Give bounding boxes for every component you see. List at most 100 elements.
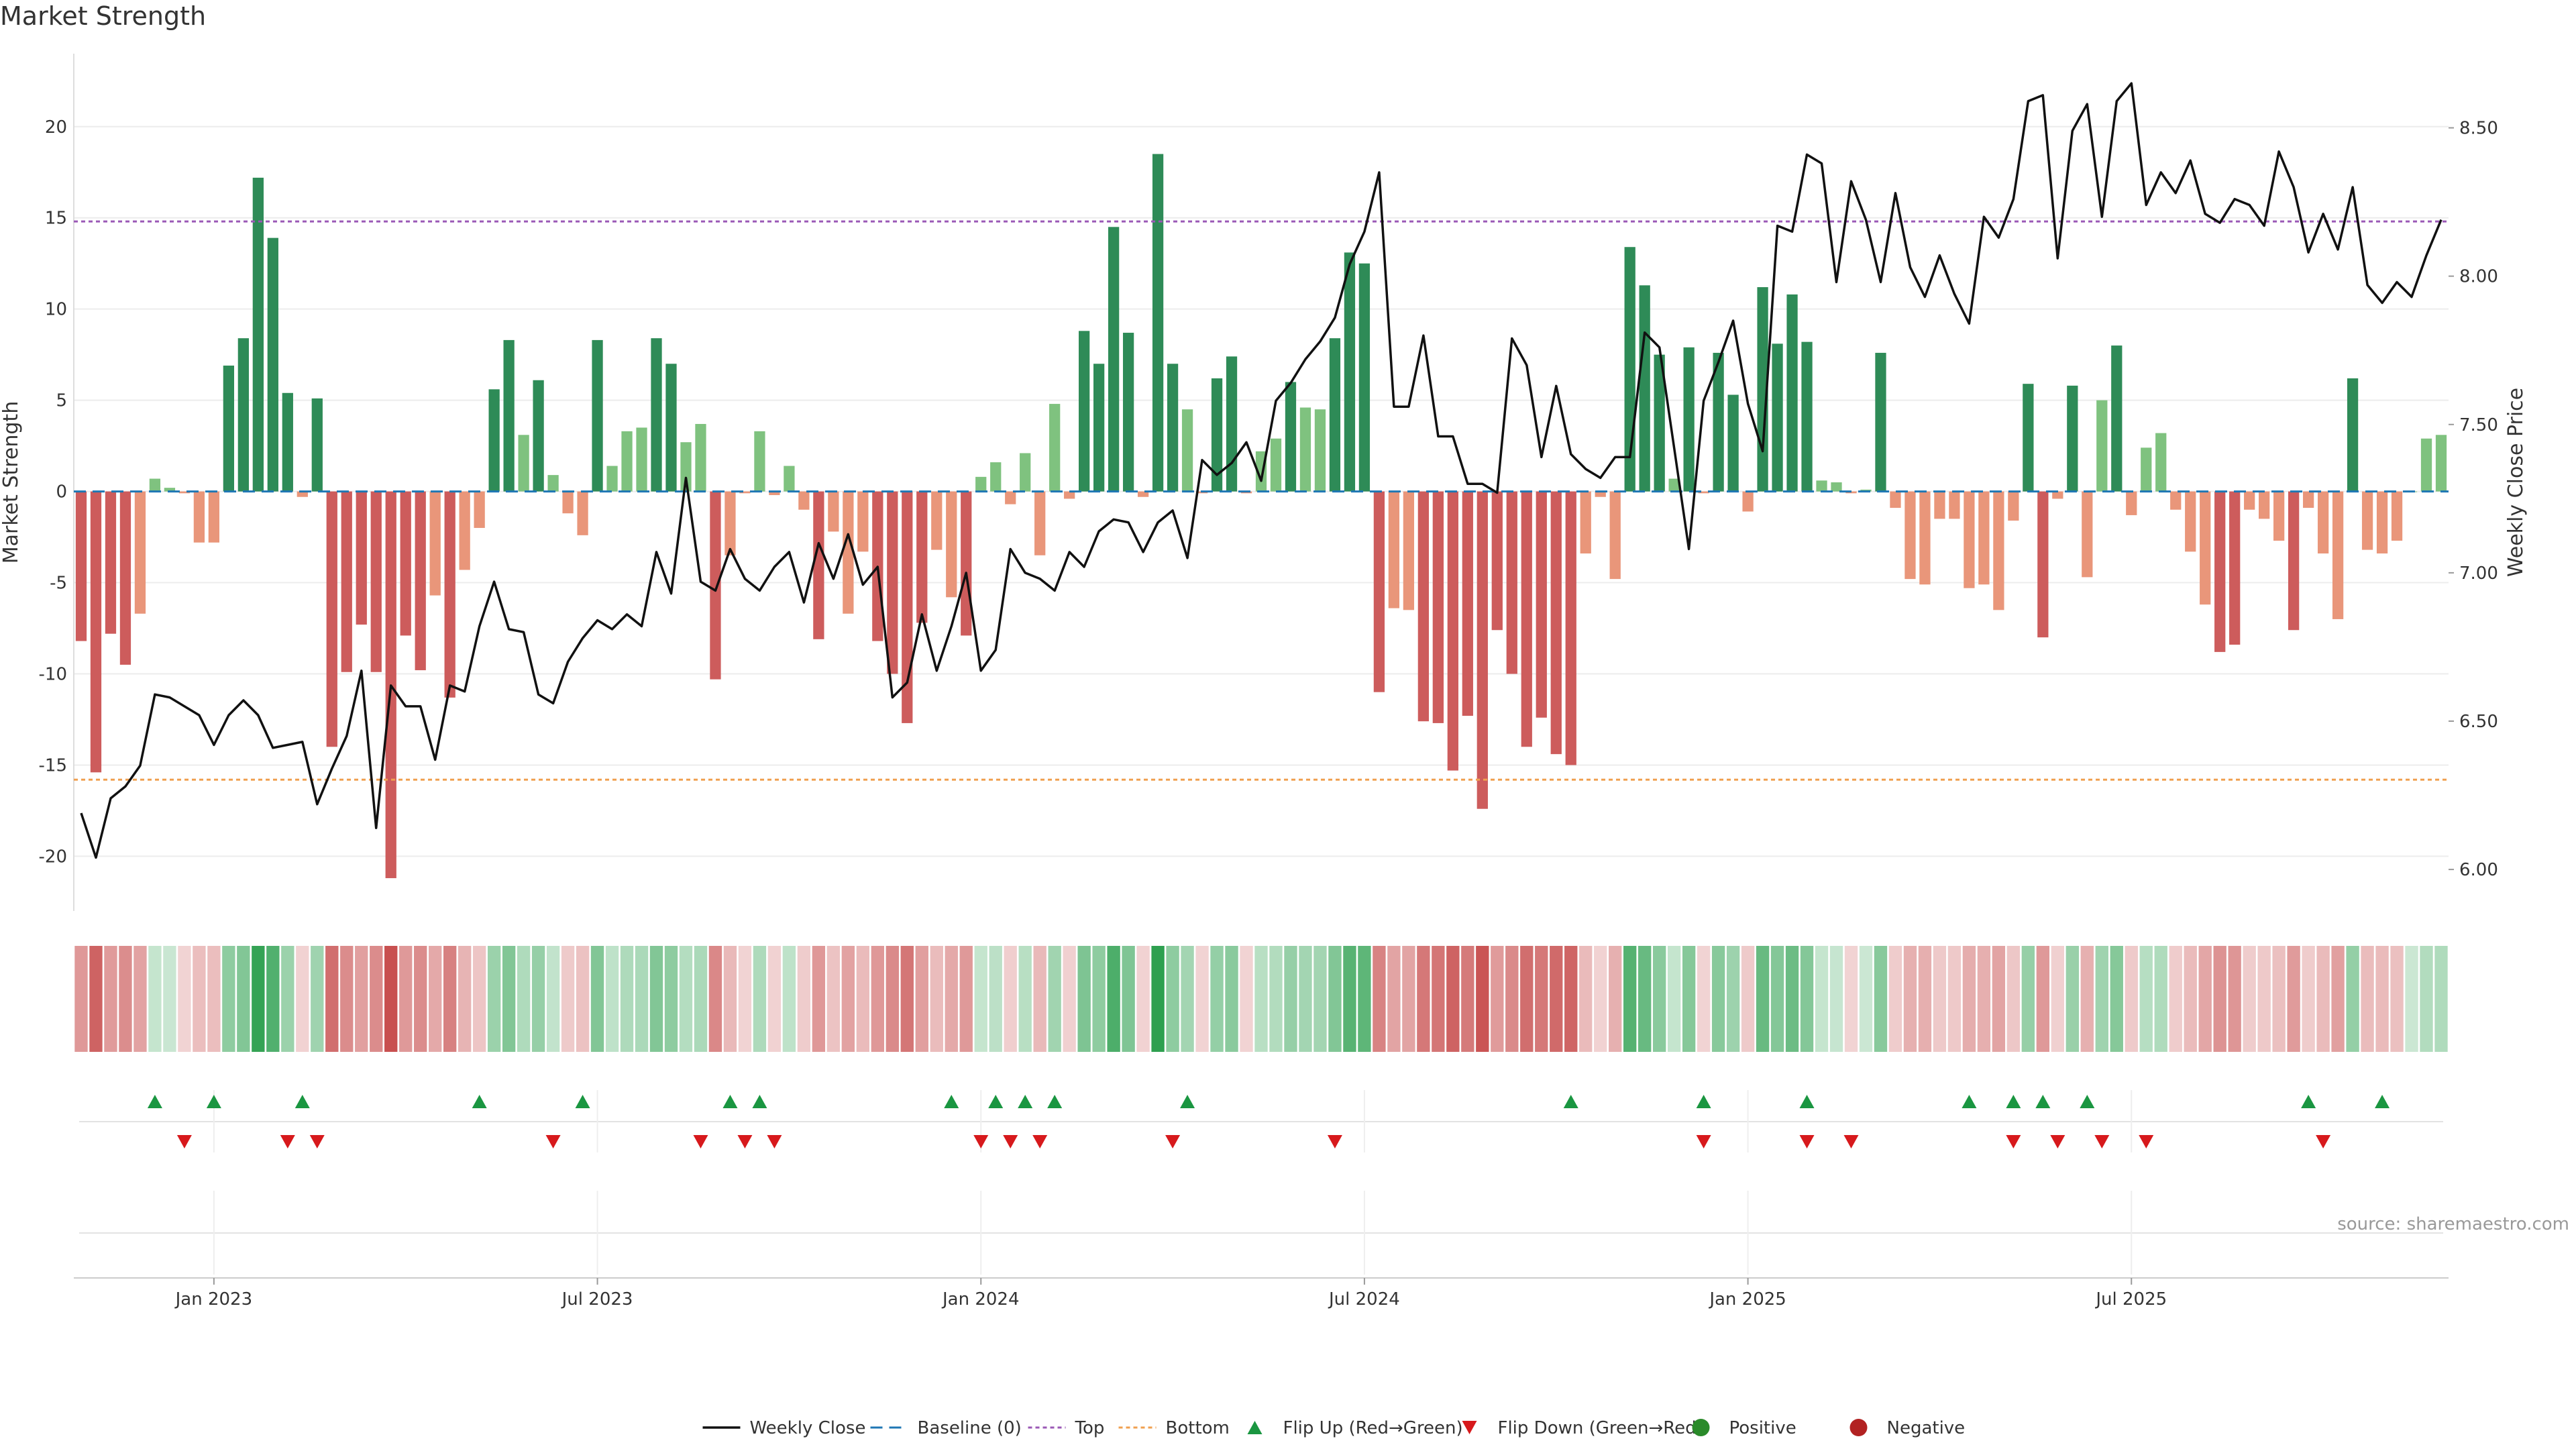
legend-label: Bottom xyxy=(1166,1418,1230,1438)
strength-bar xyxy=(2317,491,2329,554)
flip-up-marker xyxy=(752,1095,767,1108)
heat-strip-cell xyxy=(1373,946,1386,1052)
strength-bar xyxy=(1034,491,1046,555)
strength-bar xyxy=(1226,356,1238,492)
heat-strip-cell xyxy=(104,946,117,1052)
heat-strip-cell xyxy=(531,946,545,1052)
strength-bar xyxy=(1580,491,1591,554)
heat-strip-cell xyxy=(2021,946,2035,1052)
heat-strip-cell xyxy=(1225,946,1238,1052)
heat-strip-cell xyxy=(207,946,221,1052)
strength-bar xyxy=(1875,352,1886,492)
strength-bar xyxy=(813,491,824,639)
strength-bar xyxy=(297,491,308,497)
heat-strip-cell xyxy=(723,946,737,1052)
strength-bar xyxy=(311,398,323,492)
strength-bar xyxy=(1403,491,1415,610)
legend-label: Flip Up (Red→Green) xyxy=(1283,1418,1463,1438)
strength-bar xyxy=(1521,491,1532,747)
strength-bar xyxy=(429,491,441,596)
flip-down-marker xyxy=(973,1135,989,1148)
heat-strip-cell xyxy=(340,946,354,1052)
flip-down-marker xyxy=(1003,1135,1018,1148)
heat-strip-cell xyxy=(1741,946,1755,1052)
heat-strip-cell xyxy=(1491,946,1504,1052)
strength-bar xyxy=(193,491,205,543)
legend-item: Positive xyxy=(1692,1418,1796,1438)
flip-down-marker xyxy=(767,1135,782,1148)
flip-up-marker xyxy=(575,1095,590,1108)
strength-bar xyxy=(326,491,337,747)
strength-bar xyxy=(1049,404,1061,492)
flip-down-marker xyxy=(2006,1135,2021,1148)
heat-strip-cell xyxy=(1343,946,1356,1052)
strength-bar xyxy=(1211,378,1223,492)
strength-bar xyxy=(1270,438,1282,492)
strength-bar xyxy=(400,491,411,636)
heat-strip-cell xyxy=(1328,946,1342,1052)
strength-bar xyxy=(2170,491,2182,510)
heat-strip-cell xyxy=(856,946,870,1052)
heat-strip-cell xyxy=(148,946,162,1052)
heat-strip-cell xyxy=(384,946,398,1052)
heat-strip-cell xyxy=(679,946,693,1052)
strength-bar xyxy=(208,491,220,543)
flip-down-marker xyxy=(737,1135,753,1148)
strength-bar xyxy=(887,491,898,674)
y-axis-label-left: Market Strength xyxy=(0,401,23,564)
strength-bar xyxy=(2435,435,2447,492)
heat-strip-cell xyxy=(590,946,604,1052)
heat-strip-cell xyxy=(767,946,782,1052)
strength-bar xyxy=(282,392,293,492)
heat-strip-cell xyxy=(1800,946,1814,1052)
strength-bar xyxy=(828,491,839,532)
strength-bar xyxy=(223,365,235,492)
heat-strip-cell xyxy=(1859,946,1873,1052)
strength-bar xyxy=(1447,491,1458,771)
x-tick-label: Jul 2024 xyxy=(1328,1289,1400,1309)
y-tick-left: 15 xyxy=(45,209,67,229)
strength-bar xyxy=(105,491,117,634)
heat-strip-cell xyxy=(1962,946,1976,1052)
legend-item: Weekly Close xyxy=(702,1418,865,1438)
strength-bar xyxy=(1565,491,1576,765)
strength-bar xyxy=(415,491,426,671)
strength-bar xyxy=(1064,491,1075,499)
heat-strip-cell xyxy=(1077,946,1091,1052)
heat-strip-cell xyxy=(252,946,265,1052)
y-tick-left: -10 xyxy=(39,665,67,685)
flip-down-marker xyxy=(545,1135,561,1148)
heat-strip-cell xyxy=(1977,946,1991,1052)
x-tick-label: Jul 2023 xyxy=(561,1289,633,1309)
heat-strip-cell xyxy=(2228,946,2241,1052)
strength-bar xyxy=(2185,491,2196,552)
strength-bar xyxy=(1934,491,1945,519)
strength-bar xyxy=(562,491,574,514)
strength-bar xyxy=(1831,482,1842,492)
heat-strip-cell xyxy=(738,946,752,1052)
strength-bar xyxy=(237,338,249,492)
strength-bar xyxy=(1477,491,1488,809)
strength-bar xyxy=(1358,263,1371,492)
y-tick-left: 0 xyxy=(56,482,67,502)
x-tick-label: Jan 2024 xyxy=(941,1289,1020,1309)
heat-strip-cell xyxy=(620,946,634,1052)
heat-strip-cell xyxy=(2139,946,2153,1052)
strength-bar xyxy=(1005,491,1016,504)
y-tick-right: 7.50 xyxy=(2459,415,2498,435)
strength-bar xyxy=(1713,352,1724,492)
heat-strip-cell xyxy=(281,946,294,1052)
strength-bar xyxy=(1108,227,1120,492)
x-tick-label: Jan 2023 xyxy=(174,1289,253,1309)
strength-bar xyxy=(2376,491,2388,554)
strength-bar xyxy=(1786,294,1798,492)
heat-strip-cell xyxy=(2272,946,2286,1052)
strength-bar xyxy=(961,491,972,636)
heat-strip-cell xyxy=(1638,946,1652,1052)
heat-strip-cell xyxy=(1918,946,1932,1052)
heat-strip-cell xyxy=(1166,946,1179,1052)
heat-strip-cell xyxy=(812,946,826,1052)
heat-strip-cell xyxy=(753,946,767,1052)
flip-up-marker xyxy=(944,1095,959,1108)
strength-bar xyxy=(636,427,647,492)
